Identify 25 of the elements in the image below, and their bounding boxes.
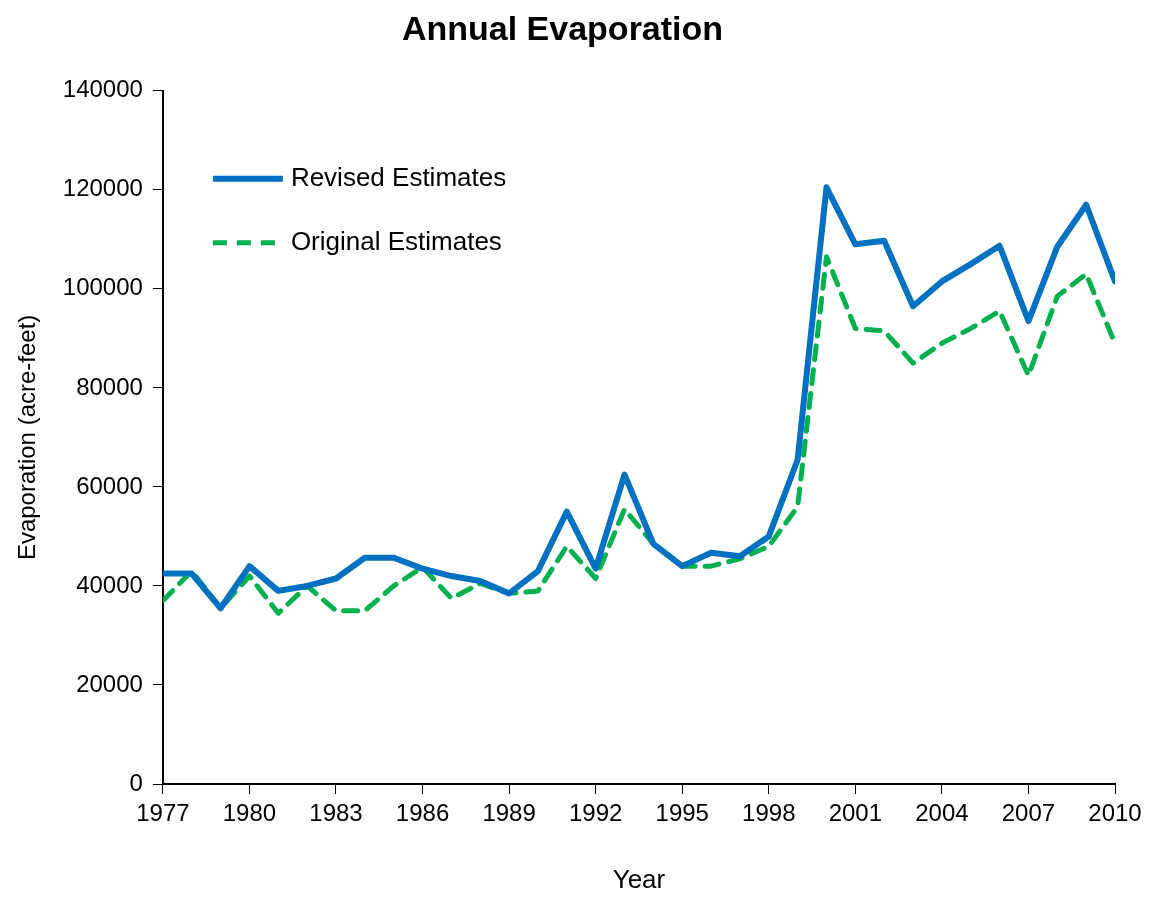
x-tick-label: 2010 xyxy=(1088,799,1142,827)
y-tick-label: 20000 xyxy=(76,669,143,697)
x-tick-label: 1989 xyxy=(482,799,536,827)
y-tick-label: 100000 xyxy=(62,273,143,301)
y-tick-label: 0 xyxy=(129,768,143,796)
x-tick-label: 2004 xyxy=(915,799,969,827)
y-tick-label: 120000 xyxy=(62,174,143,202)
legend-label: Original Estimates xyxy=(290,225,502,256)
x-tick-label: 1995 xyxy=(655,799,709,827)
chart-title: Annual Evaporation xyxy=(401,8,724,47)
x-axis-title: Year xyxy=(612,863,666,894)
x-tick-label: 1980 xyxy=(222,799,277,827)
y-tick-label: 80000 xyxy=(76,372,143,400)
x-tick-label: 2001 xyxy=(828,799,883,827)
y-axis-title: Evaporation (acre-feet) xyxy=(13,314,41,561)
y-tick-label: 140000 xyxy=(62,75,143,103)
x-tick-label: 1992 xyxy=(568,799,623,827)
y-tick-label: 60000 xyxy=(76,471,143,499)
x-tick-label: 1986 xyxy=(395,799,450,827)
x-tick-label: 1983 xyxy=(309,799,363,827)
y-tick-label: 40000 xyxy=(76,570,143,598)
x-tick-label: 2007 xyxy=(1001,799,1056,827)
legend-label: Revised Estimates xyxy=(290,161,507,192)
x-tick-label: 1998 xyxy=(742,799,796,827)
x-tick-label: 1977 xyxy=(136,799,190,827)
